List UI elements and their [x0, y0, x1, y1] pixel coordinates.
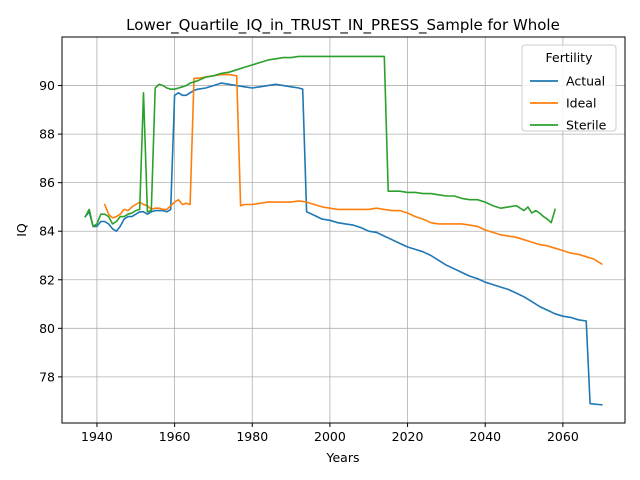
x-tick-label: 2000 — [314, 429, 346, 444]
x-tick-label: 2060 — [547, 429, 579, 444]
x-tick-label: 2040 — [469, 429, 501, 444]
y-tick-label: 80 — [39, 321, 55, 336]
legend-label-ideal: Ideal — [566, 96, 596, 111]
chart-title: Lower_Quartile_IQ_in_TRUST_IN_PRESS_Samp… — [126, 16, 560, 35]
legend-label-actual: Actual — [566, 74, 605, 89]
y-tick-label: 86 — [39, 175, 55, 190]
series-lines — [84, 55, 603, 406]
x-axis-label: Years — [326, 450, 360, 465]
plot-frame — [61, 36, 626, 424]
x-tick-label: 2020 — [392, 429, 424, 444]
series-line-actual — [84, 82, 603, 406]
legend-label-sterile: Sterile — [566, 118, 607, 133]
legend-box — [521, 44, 617, 132]
y-tick-label: 88 — [39, 127, 55, 142]
grid — [62, 37, 625, 423]
legend-title: Fertility — [546, 50, 594, 65]
axis-ticks: 1940 1960 1980 2000 2020 2040 2060 78 80 82 84 86 88… — [39, 78, 579, 444]
x-tick-label: 1960 — [159, 429, 191, 444]
y-tick-label: 82 — [39, 272, 55, 287]
legend-entries: Actual Ideal Sterile — [530, 74, 607, 133]
series-line-ideal — [103, 73, 603, 266]
y-tick-label: 84 — [39, 224, 55, 239]
series-line-sterile — [84, 55, 557, 228]
y-tick-label: 78 — [39, 369, 55, 384]
x-tick-label: 1980 — [236, 429, 268, 444]
x-tick-label: 1940 — [81, 429, 113, 444]
legend: Fertility Actual Ideal Sterile — [521, 44, 617, 133]
y-tick-label: 90 — [39, 78, 55, 93]
y-axis-label: IQ — [14, 223, 29, 237]
